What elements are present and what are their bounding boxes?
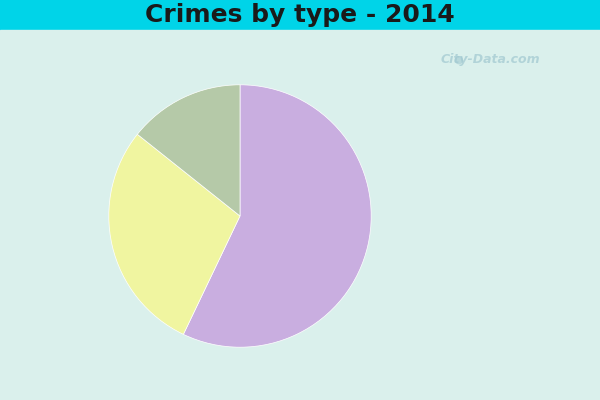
Text: City-Data.com: City-Data.com xyxy=(440,54,540,66)
Wedge shape xyxy=(137,85,240,216)
Text: ●: ● xyxy=(453,55,463,65)
Text: Crimes by type - 2014: Crimes by type - 2014 xyxy=(145,3,455,27)
Wedge shape xyxy=(184,85,371,347)
Bar xyxy=(0,0,600,30)
Wedge shape xyxy=(109,134,240,334)
